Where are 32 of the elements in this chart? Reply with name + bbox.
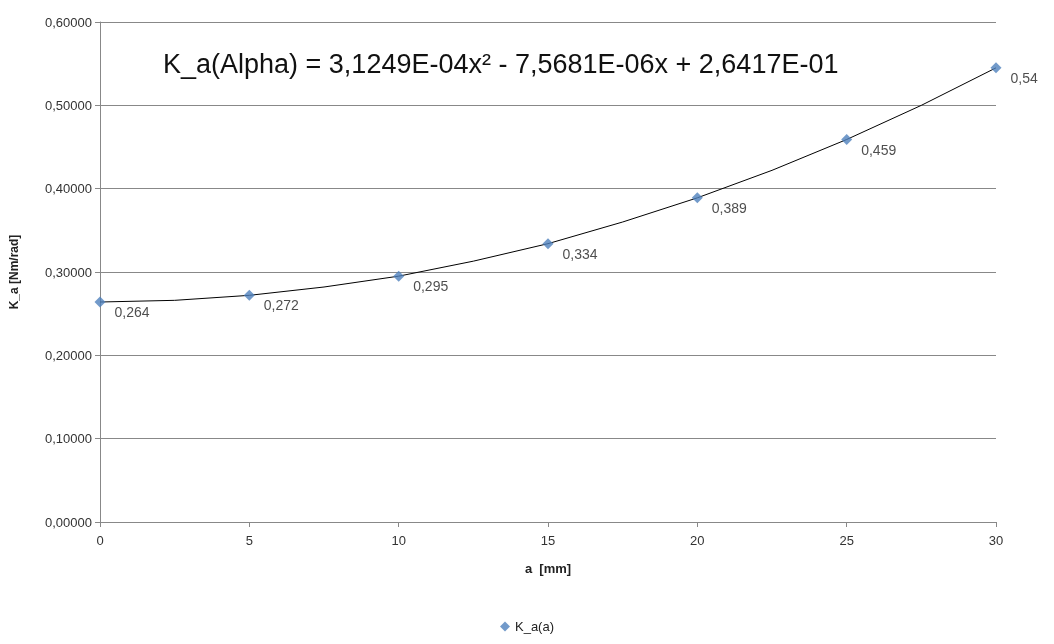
y-tick-label: 0,30000 [45, 264, 92, 280]
y-tick-label: 0,50000 [45, 97, 92, 113]
point [542, 238, 554, 250]
x-tick-label: 10 [391, 533, 406, 548]
data-label: 0,54 [1010, 69, 1038, 86]
data-label: 0,295 [413, 278, 449, 295]
point [841, 134, 853, 145]
point [393, 270, 405, 282]
data-label: 0,459 [861, 141, 897, 158]
point [990, 62, 1002, 74]
y-tick-label: 0,40000 [45, 181, 92, 197]
y-tick-label: 0,00000 [45, 514, 92, 530]
y-tick-label: 0,60000 [45, 14, 92, 30]
y-tick-label: 0,10000 [45, 431, 92, 447]
x-tick-label: 30 [988, 533, 1004, 548]
data-label: 0,334 [562, 245, 598, 262]
x-axis-title: a [mm] [524, 561, 572, 576]
point [691, 192, 703, 204]
point [243, 289, 255, 301]
point [94, 296, 106, 308]
x-tick-label: 20 [690, 533, 705, 548]
y-axis-title: K_a [Nm/rad] [7, 234, 21, 310]
data-label: 0,272 [263, 297, 300, 314]
data-label: 0,389 [711, 199, 748, 216]
annotation: K_a(Alpha) = 3,1249E-04x² - 7,5681E-06x + 2,6417E-01 [163, 48, 839, 79]
y-tick-label: 0,20000 [45, 347, 92, 363]
x-tick-label: 0 [96, 533, 104, 548]
x-tick-label: 5 [245, 533, 253, 548]
legend-label: K_a(a) [514, 619, 555, 634]
data-label: 0,264 [114, 304, 150, 320]
x-tick-label: 25 [839, 533, 854, 548]
x-tick-label: 15 [540, 533, 556, 548]
